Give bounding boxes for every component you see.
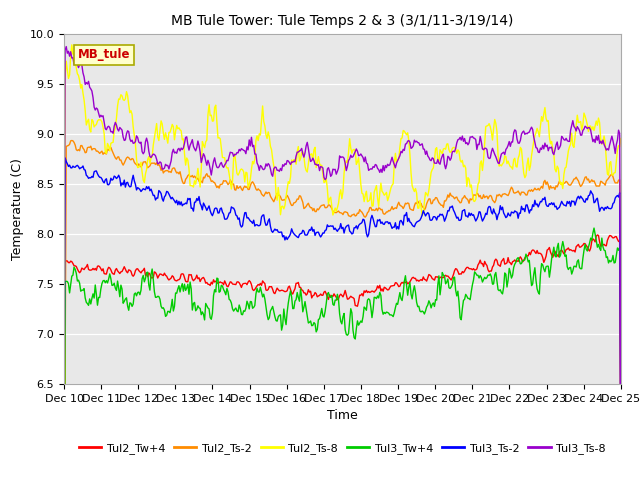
Legend: Tul2_Tw+4, Tul2_Ts-2, Tul2_Ts-8, Tul3_Tw+4, Tul3_Ts-2, Tul3_Ts-8: Tul2_Tw+4, Tul2_Ts-2, Tul2_Ts-8, Tul3_Tw… bbox=[75, 439, 610, 458]
Y-axis label: Temperature (C): Temperature (C) bbox=[11, 158, 24, 260]
Text: MB_tule: MB_tule bbox=[78, 48, 131, 61]
Title: MB Tule Tower: Tule Temps 2 & 3 (3/1/11-3/19/14): MB Tule Tower: Tule Temps 2 & 3 (3/1/11-… bbox=[172, 14, 513, 28]
X-axis label: Time: Time bbox=[327, 409, 358, 422]
